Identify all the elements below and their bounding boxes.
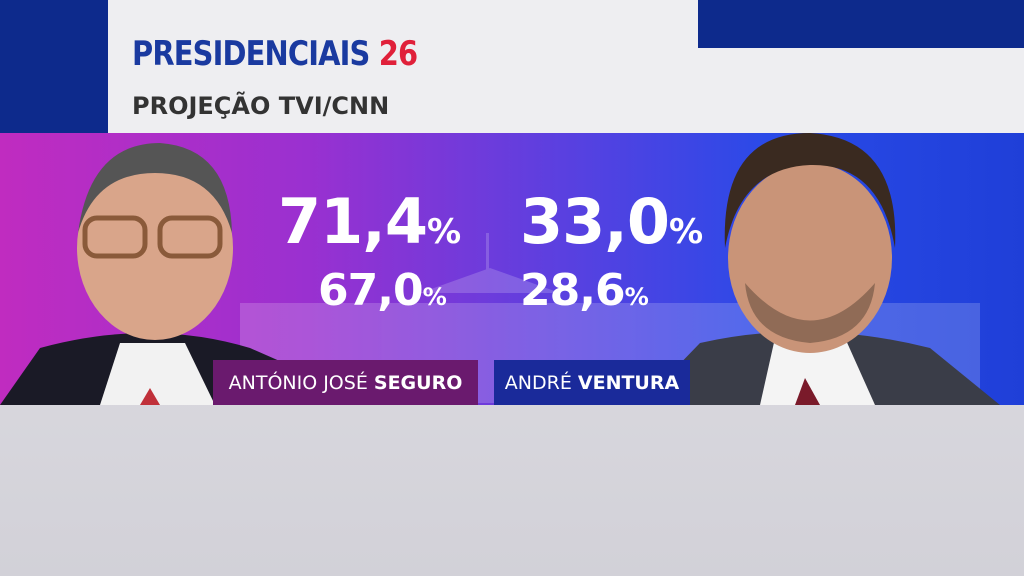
unit: % xyxy=(422,283,447,311)
percentage-low: 28,6% xyxy=(520,265,649,316)
value: 28,6 xyxy=(520,265,626,316)
name-bar: ANDRÉ VENTURA xyxy=(494,360,690,405)
last-name: SEGURO xyxy=(373,371,463,394)
title-year: 26 xyxy=(378,34,418,74)
name-bar: ANTÓNIO JOSÉ SEGURO xyxy=(213,360,478,405)
header-title: PRESIDENCIAIS 26 xyxy=(132,34,418,74)
title: PRESIDENCIAIS xyxy=(132,34,370,74)
percentage-high: 33,0% xyxy=(520,185,703,258)
first-name: ANTÓNIO JOSÉ xyxy=(228,371,368,394)
header-block-left xyxy=(0,0,108,133)
portrait-right xyxy=(640,133,1000,405)
last-name: VENTURA xyxy=(577,371,680,394)
header-block-right xyxy=(698,0,1024,48)
value: 71,4 xyxy=(278,185,428,258)
results-panel: 71,4% 67,0% 33,0% 28,6% ANTÓNIO JOSÉ SEG… xyxy=(0,133,1024,405)
unit: % xyxy=(668,212,703,252)
candidate-name: ANDRÉ VENTURA xyxy=(505,372,679,394)
backdrop xyxy=(0,133,1000,405)
value: 33,0 xyxy=(520,185,670,258)
unit: % xyxy=(426,212,461,252)
percentage-high: 71,4% xyxy=(278,185,461,258)
subtitle: PROJEÇÃO TVI/CNN xyxy=(132,92,390,120)
candidate-name: ANTÓNIO JOSÉ SEGURO xyxy=(229,372,463,394)
value: 67,0 xyxy=(318,265,424,316)
unit: % xyxy=(624,283,649,311)
percentage-low: 67,0% xyxy=(318,265,447,316)
first-name: ANDRÉ xyxy=(504,371,572,394)
